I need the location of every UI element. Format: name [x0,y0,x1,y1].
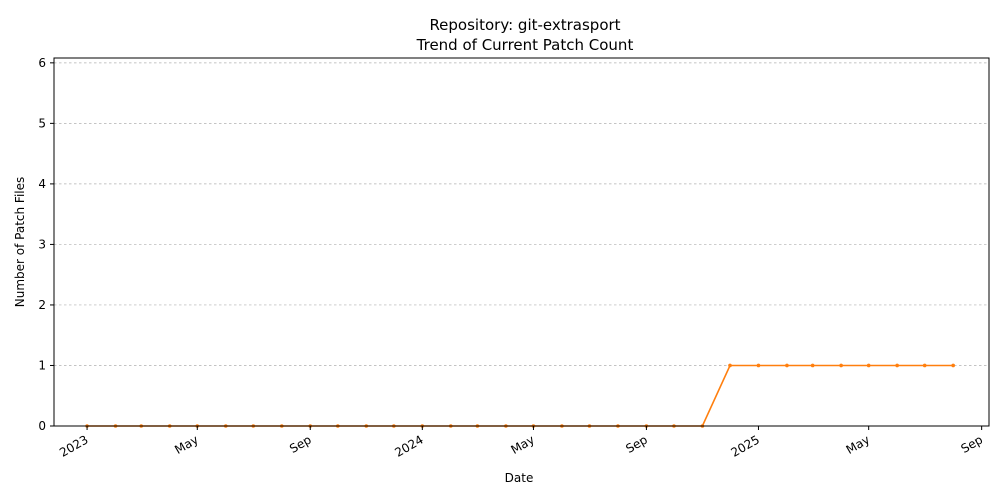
y-axis-ticks: 0 1 2 3 4 5 6 [38,56,54,433]
data-point [810,363,815,368]
y-tick-label: 5 [38,116,46,130]
y-tick-label: 3 [38,237,46,251]
data-point [756,363,761,368]
plot-frame [53,57,990,427]
data-point [728,363,732,368]
y-axis-label: Number of Patch Files [13,177,27,308]
chart-subtitle: Trend of Current Patch Count [416,36,634,54]
grid-lines [54,62,989,366]
data-point [922,363,927,368]
y-tick-label: 4 [38,177,46,191]
x-axis-label: Date [505,471,534,485]
data-point [839,363,843,368]
y-tick-label: 1 [38,358,46,372]
y-tick-label: 6 [38,56,46,70]
data-point [951,363,955,368]
data-point [866,363,871,368]
data-point [785,363,789,368]
y-tick-label: 2 [38,298,46,312]
chart-title: Repository: git-extrasport [429,16,620,34]
data-point [895,363,899,368]
y-tick-label: 0 [38,419,46,433]
